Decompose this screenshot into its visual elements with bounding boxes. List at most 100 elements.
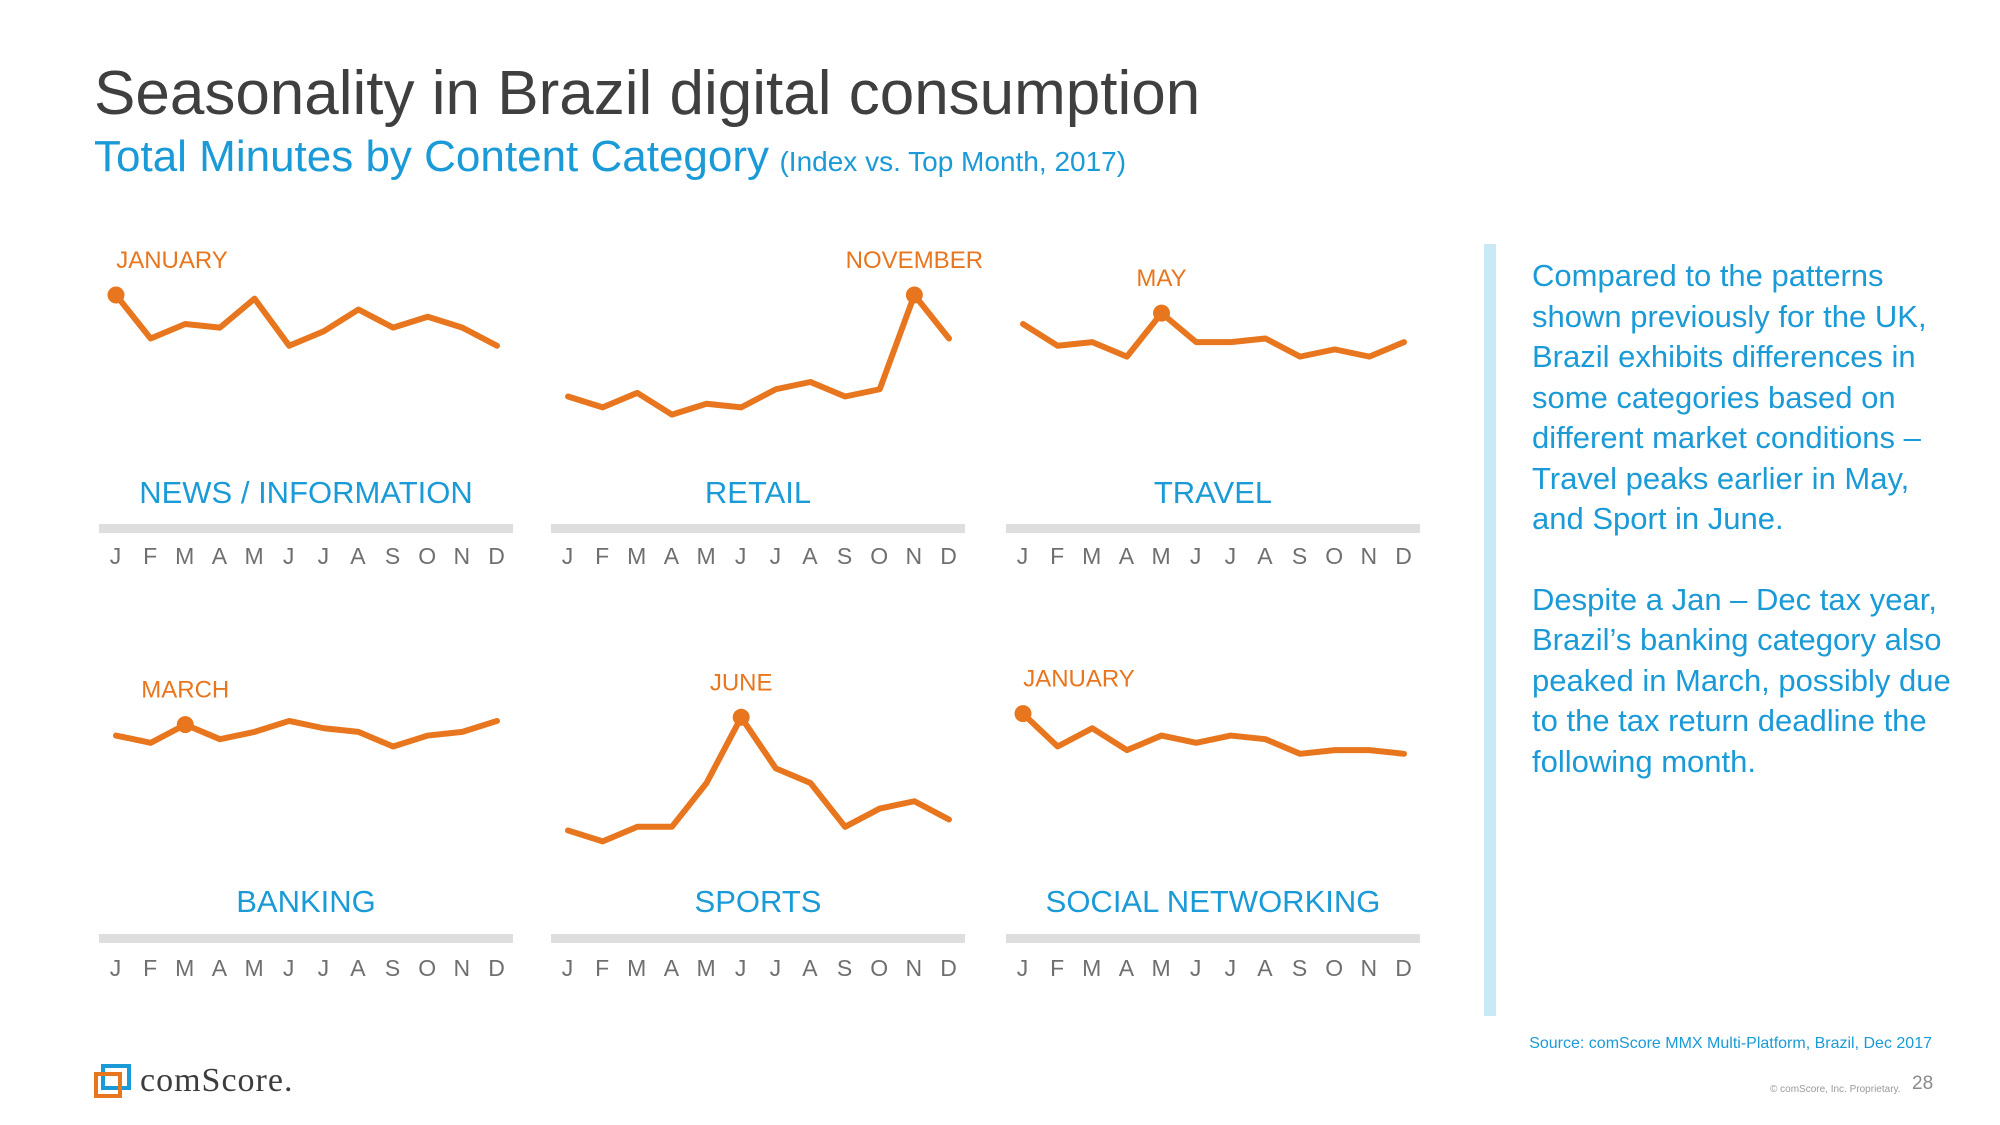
data-point-travel [1055,343,1061,349]
data-point-retail [807,379,813,385]
data-point-news-information [494,343,500,349]
category-label-banking: BANKING [236,884,376,919]
data-point-banking [459,729,465,735]
data-point-news-information [182,321,188,327]
data-point-social-networking [1124,747,1130,753]
data-point-banking [113,733,119,739]
data-point-banking [425,733,431,739]
month-tick-label: J [283,543,296,569]
peak-point-sports [732,708,750,726]
series-line-news-information [113,292,500,349]
month-tick-label: D [488,955,506,981]
month-tick-label: S [1292,543,1308,569]
comscore-logo-icon [94,1064,131,1098]
data-point-retail [773,386,779,392]
month-tick-label: J [562,955,575,981]
data-point-banking [494,718,500,724]
data-point-travel [1297,354,1303,360]
data-point-banking [321,725,327,731]
data-point-sports [842,824,848,830]
month-tick-label: F [595,955,610,981]
month-tick-label: M [1151,543,1171,569]
peak-point-news-information [107,286,125,304]
data-point-news-information [286,343,292,349]
month-tick-label: A [802,543,818,569]
month-tick-label: J [1190,955,1203,981]
month-tick-label: N [906,543,924,569]
month-tick-label: J [1225,955,1238,981]
data-point-social-networking [1401,751,1407,757]
series-line-social-networking [1020,710,1407,757]
data-point-social-networking [1089,725,1095,731]
series-line-sports [565,714,952,845]
month-tick-label: J [110,955,123,981]
axis-bar-social-networking [1006,934,1420,943]
data-point-travel [1020,321,1026,327]
month-tick-label: A [1119,543,1135,569]
page-subtitle: Total Minutes by Content Category [94,132,770,181]
category-label-sports: SPORTS [695,884,822,919]
month-tick-label: J [562,543,575,569]
logo-text: comScore. [140,1062,294,1099]
data-point-travel [1193,339,1199,345]
month-tick-label: J [1017,955,1030,981]
data-point-news-information [355,307,361,313]
data-point-retail [704,401,710,407]
axis-bar-sports [551,934,965,943]
comscore-logo: comScore. [94,1062,293,1100]
data-point-sports [946,817,952,823]
data-point-social-networking [1262,736,1268,742]
month-tick-label: F [1050,543,1065,569]
category-label-news-information: NEWS / INFORMATION [139,475,473,510]
month-tick-label: S [837,955,853,981]
month-tick-label: J [1190,543,1203,569]
data-point-news-information [217,325,223,331]
month-tick-label: S [385,543,401,569]
data-point-sports [634,824,640,830]
data-point-banking [252,729,258,735]
data-point-travel [1401,339,1407,345]
month-tick-label: D [940,543,958,569]
month-tick-label: M [175,955,195,981]
month-tick-label: M [175,543,195,569]
month-tick-label: N [454,955,472,981]
month-tick-label: J [318,955,331,981]
month-tick-label: M [244,955,264,981]
data-point-banking [355,729,361,735]
month-tick-label: A [664,543,680,569]
data-point-social-networking [1055,744,1061,750]
month-tick-label: A [212,955,228,981]
month-tick-label: A [212,543,228,569]
month-tick-label: A [664,955,680,981]
commentary-paragraph-1: Compared to the patterns shown previousl… [1532,258,1927,536]
data-point-travel [1332,346,1338,352]
series-line-retail [565,292,952,418]
data-point-social-networking [1297,751,1303,757]
month-tick-label: J [1017,543,1030,569]
data-point-news-information [252,296,258,302]
month-tick-label: S [1292,955,1308,981]
month-tick-label: M [696,543,716,569]
divider-bar [1484,244,1496,1016]
data-point-banking [217,736,223,742]
axis-bar-retail [551,524,965,533]
month-tick-label: J [735,543,748,569]
series-line-banking [113,717,500,750]
data-point-sports [669,824,675,830]
month-tick-label: J [770,543,783,569]
axis-bar-travel [1006,524,1420,533]
data-point-retail [565,394,571,400]
series-line-travel [1020,310,1407,360]
category-label-retail: RETAIL [705,475,811,510]
data-point-sports [807,780,813,786]
month-tick-label: N [1361,543,1379,569]
data-point-retail [842,394,848,400]
month-tick-label: A [1257,955,1273,981]
data-point-retail [600,404,606,410]
data-point-news-information [390,325,396,331]
data-point-news-information [459,325,465,331]
data-point-sports [911,798,917,804]
data-point-social-networking [1193,740,1199,746]
data-point-sports [600,838,606,844]
month-tick-label: D [1395,543,1413,569]
